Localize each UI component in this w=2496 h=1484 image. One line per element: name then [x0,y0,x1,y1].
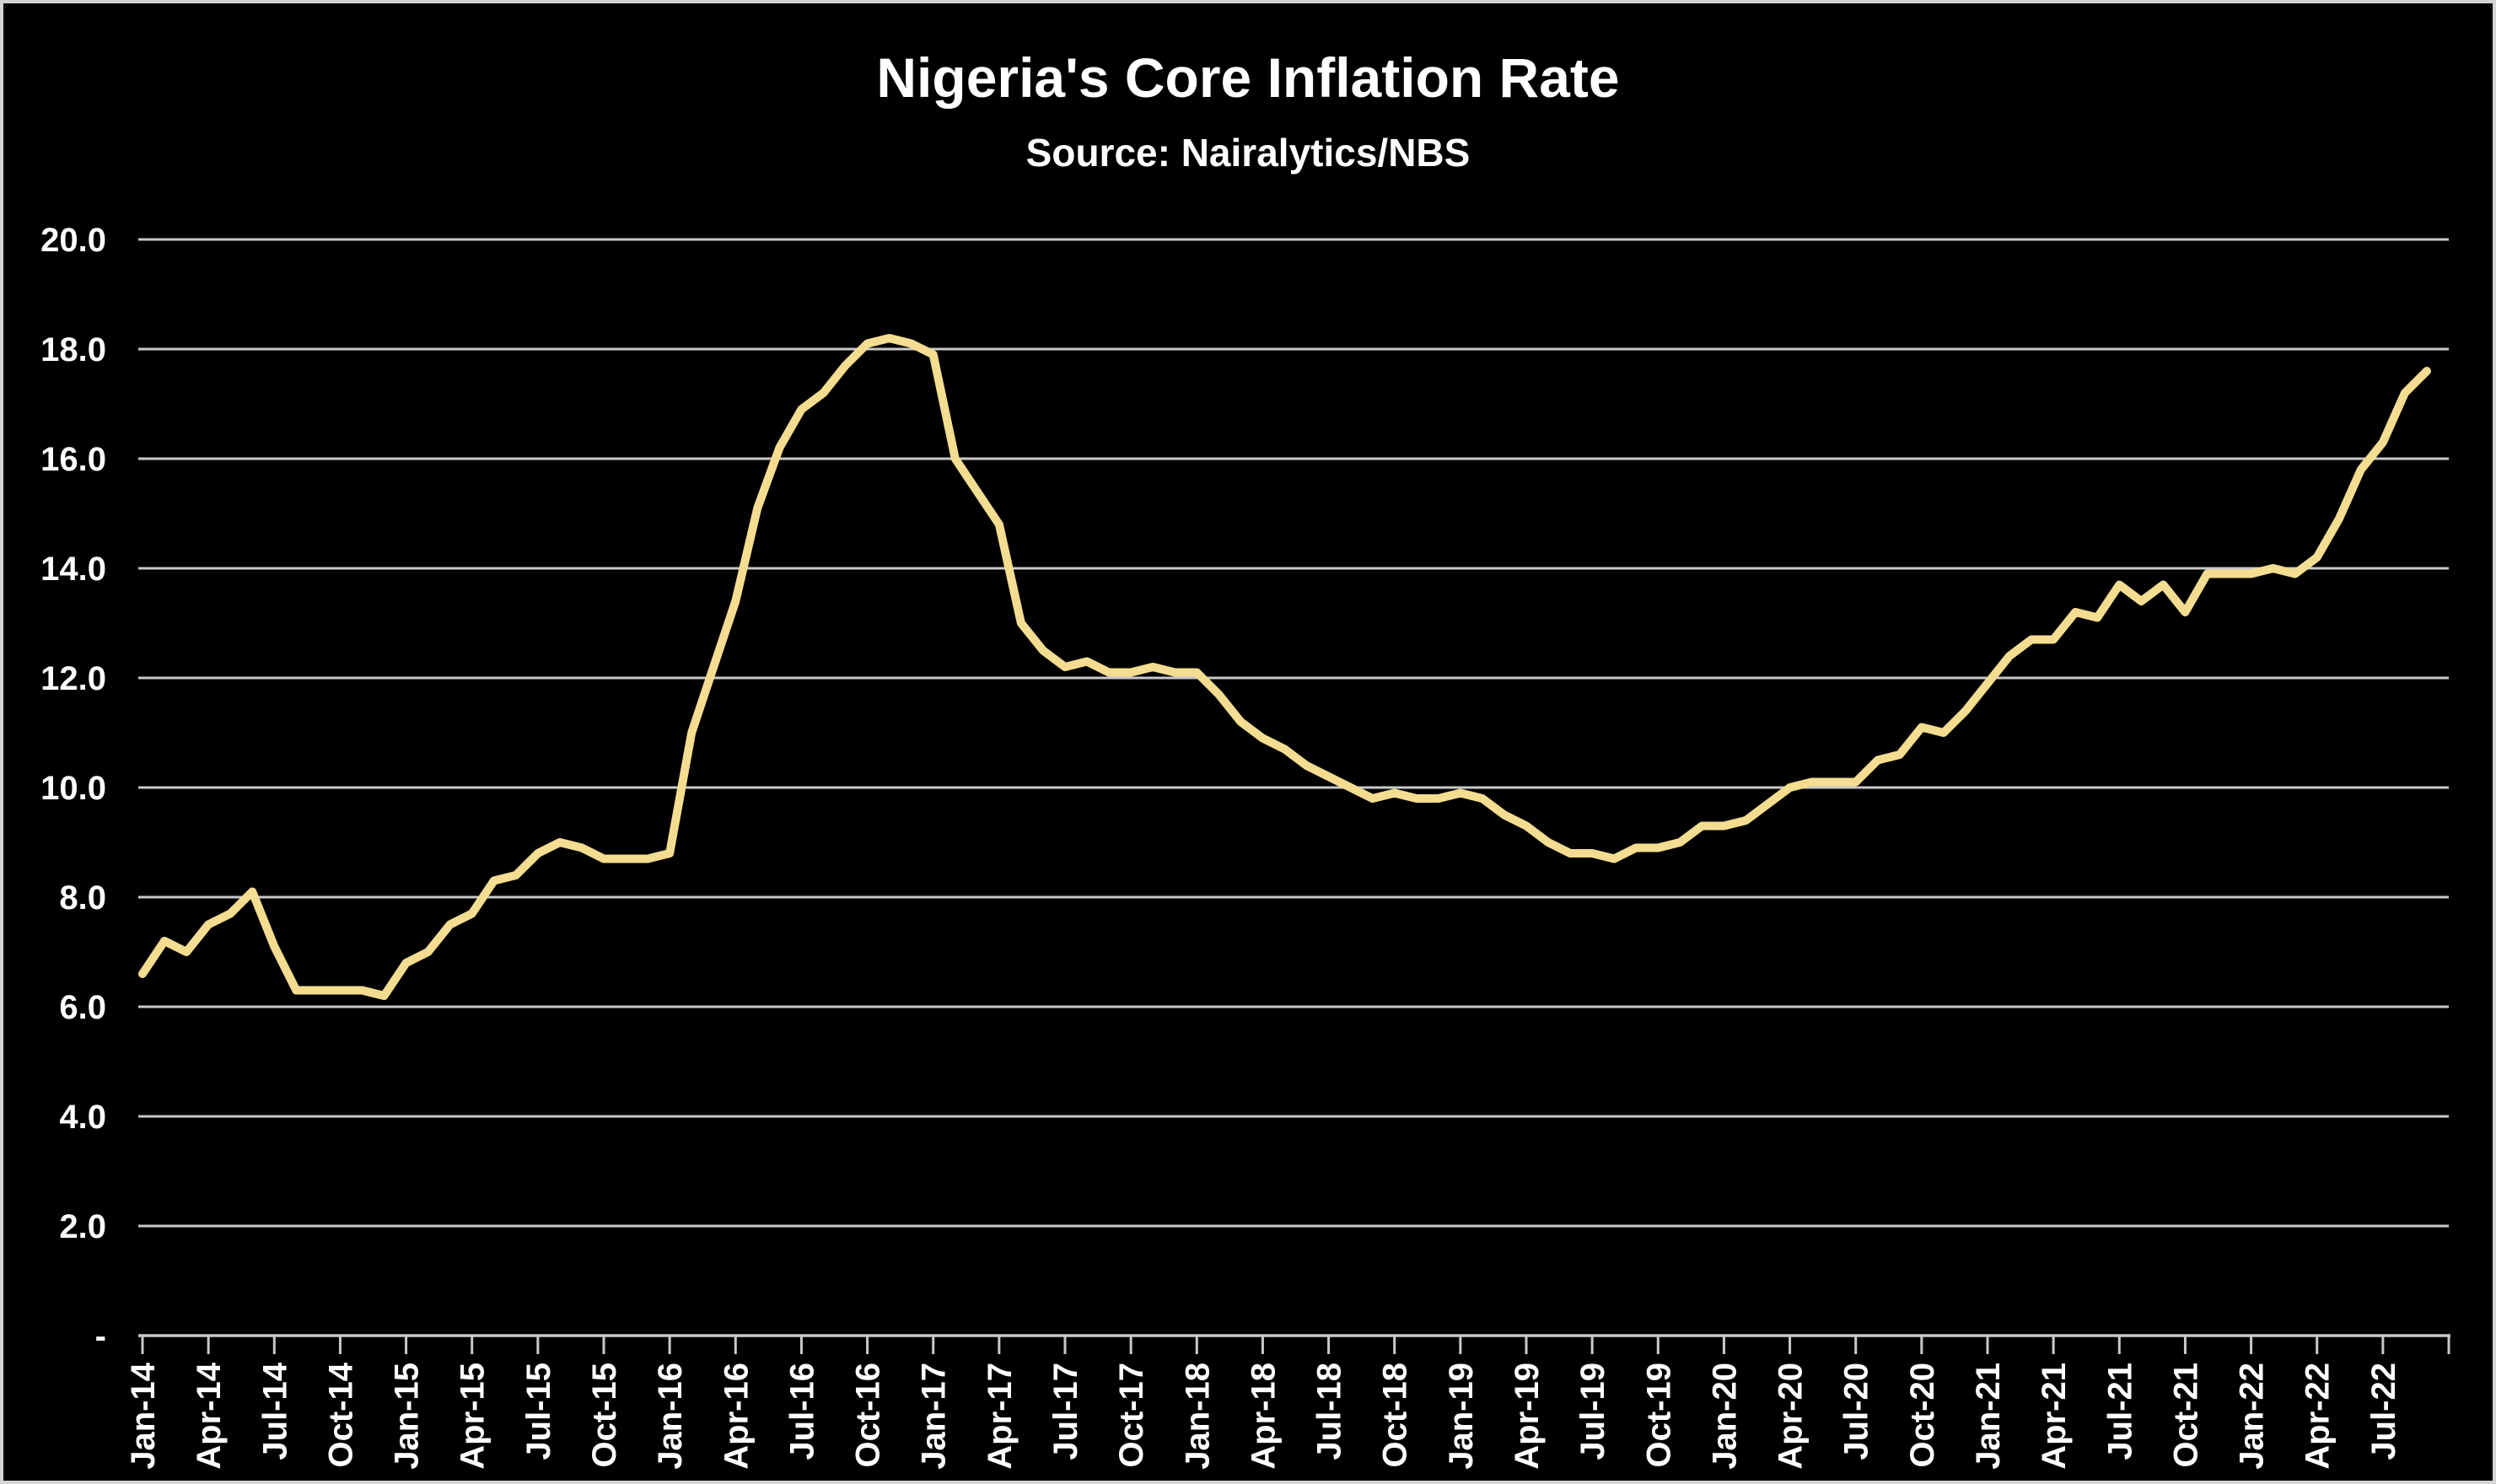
inflation-line [138,334,2431,1000]
x-axis-tick-label: Jan-21 [1970,1363,2007,1470]
y-axis-labels: 20.0 18.0 16.0 14.0 12.0 10.0 8.0 6.0 4.0 2.0 - [40,222,106,1355]
x-axis-tick-label: Jan-18 [1179,1363,1216,1470]
chart-title: Nigeria's Core Inflation Rate [876,46,1620,109]
y-axis-tick-label: 2.0 [59,1208,106,1245]
x-axis-tick-label: Oct-21 [2167,1363,2204,1468]
x-axis-tick-label: Jan-15 [389,1363,426,1470]
x-axis-tick-label: Jul-16 [783,1363,820,1460]
x-axis-tick-label: Apr-18 [1245,1363,1282,1470]
x-axis-tick-label: Apr-22 [2300,1363,2337,1470]
x-axis-tick-label: Apr-14 [191,1362,228,1469]
x-axis-tick-label: Jul-15 [520,1363,557,1460]
y-axis-tick-label: 8.0 [59,879,106,917]
x-axis-tick-label: Jul-17 [1047,1363,1084,1460]
x-axis-tick-label: Jan-17 [916,1363,953,1470]
x-axis-tick-label: Jan-22 [2234,1363,2271,1470]
y-axis-tick-label: 10.0 [40,770,106,807]
x-axis-tick-label: Jul-14 [256,1362,293,1460]
x-axis-tick-label: Jan-14 [125,1362,162,1469]
x-axis-tick-label: Apr-20 [1772,1363,1810,1470]
x-axis-tick-label: Apr-15 [455,1363,492,1470]
x-axis-tick-label: Jul-22 [2365,1363,2402,1460]
x-axis-tick-label: Oct-17 [1113,1363,1150,1468]
x-axis-tick-label: Jul-21 [2101,1363,2138,1460]
x-axis-tick-label: Apr-16 [718,1363,755,1470]
x-axis-tick-label: Apr-19 [1509,1363,1546,1470]
x-axis-tick-label: Oct-19 [1640,1363,1677,1468]
gridlines [138,238,2449,1228]
x-axis-tick-label: Jul-18 [1311,1363,1348,1460]
x-axis-tick-label: Jan-19 [1443,1363,1480,1470]
y-axis-tick-label: 14.0 [40,551,106,588]
y-axis-tick-label: - [95,1318,106,1355]
x-axis-tick-label: Oct-18 [1377,1363,1414,1468]
x-axis-tick-label: Jan-16 [652,1363,689,1470]
x-axis-tick-label: Jul-20 [1838,1363,1875,1460]
y-axis-tick-label: 18.0 [40,331,106,368]
y-axis-tick-label: 20.0 [40,222,106,259]
x-axis-tick-label: Apr-17 [982,1363,1019,1470]
y-axis-tick-label: 4.0 [59,1099,106,1136]
y-axis-tick-label: 16.0 [40,441,106,478]
x-axis-tick-label: Oct-16 [850,1363,887,1468]
plot-area: 20.0 18.0 16.0 14.0 12.0 10.0 8.0 6.0 4.0 2.0 - Ja… [40,222,2450,1470]
x-axis-labels: Jan-14 Apr-14 Jul-14 Oct-14 Jan-15 Apr-15 Jul-… [125,1362,2402,1470]
y-axis-tick-label: 12.0 [40,660,106,697]
x-axis-tick-label: Jul-19 [1574,1363,1611,1460]
x-axis-tick-label: Oct-15 [586,1363,623,1468]
x-axis [138,1334,2450,1354]
x-axis-tick-label: Oct-14 [322,1362,359,1467]
x-axis-tick-label: Oct-20 [1904,1363,1941,1468]
y-axis-tick-label: 6.0 [59,989,106,1026]
x-axis-tick-label: Jan-20 [1706,1363,1743,1470]
chart-subtitle: Source: Nairalytics/NBS [1025,131,1471,175]
x-axis-tick-label: Apr-21 [2036,1363,2073,1470]
